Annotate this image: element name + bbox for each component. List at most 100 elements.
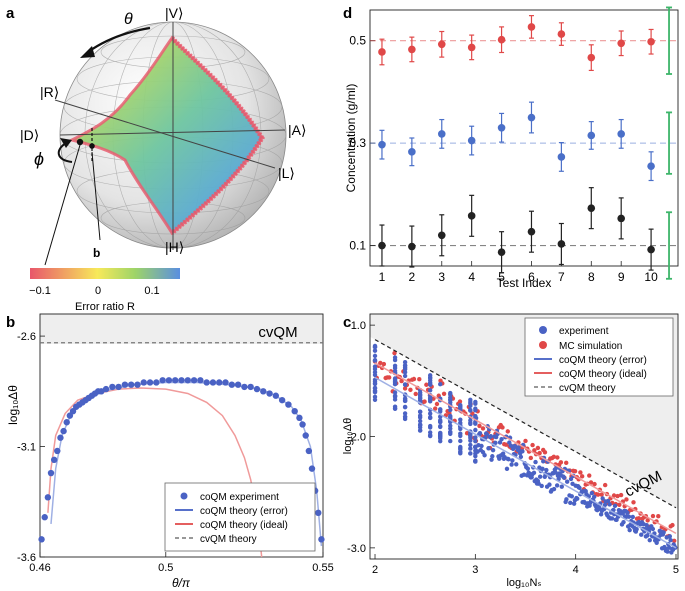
chart-c-mc-point (530, 442, 535, 448)
chart-d-point (527, 227, 536, 236)
bloch-sphere-panel: θ ϕ c b |V⟩ |H⟩ |R⟩ |L⟩ |D⟩ |A⟩ −0.1 0 0… (20, 5, 306, 313)
chart-b-xtick-label: 0.5 (158, 562, 173, 574)
chart-c-mc-point (413, 391, 418, 397)
chart-c-theory-ideal-line (374, 362, 677, 535)
chart-c-exp-point (510, 458, 515, 463)
chart-c-exp-point (668, 538, 673, 543)
chart-c-mc-point (480, 426, 486, 431)
chart-d-ytick-label: 0.5 (349, 34, 366, 48)
chart-c-exp-point (468, 442, 473, 448)
chart-b-exp-point (127, 381, 135, 388)
chart-d-xtick-label: 6 (528, 270, 535, 284)
chart-c-xlabel: log₁₀Nₛ (506, 577, 541, 589)
legend-b-box (164, 482, 316, 552)
chart-d-point (497, 248, 506, 256)
chart-c-exp-point (372, 372, 378, 378)
phi-label: ϕ (34, 149, 44, 169)
chart-c-exp-point (536, 481, 541, 486)
phi-arrow (57, 142, 73, 163)
chart-d-point (527, 113, 536, 122)
chart-c-exp-point (520, 449, 525, 454)
legend-c-error-label: coQM theory (error) (559, 355, 647, 366)
chart-c-exp-point (514, 462, 519, 467)
chart-c-mc-point (650, 513, 656, 519)
chart-c-exp-point (427, 415, 433, 421)
chart-c-exp-point (438, 381, 443, 387)
chart-c-mc-point (392, 350, 397, 356)
chart-d-ylabel: Concentration (g/ml) (344, 84, 358, 193)
chart-b-exp-point (140, 379, 147, 386)
chart-c-mc-point (399, 378, 404, 384)
chart-b-xtick-label: 0.46 (29, 562, 50, 574)
chart-b-exp-point (209, 379, 217, 386)
chart-b-ytick-label: -3.6 (17, 552, 36, 564)
pointer-c (44, 144, 81, 266)
chart-c-exp-point (568, 500, 573, 505)
chart-d-xtick-label: 5 (498, 270, 505, 284)
colorbar (30, 268, 180, 279)
chart-c-exp-point (402, 411, 408, 416)
chart-b-exp-point (266, 390, 273, 397)
chart-d-point (408, 148, 416, 156)
chart-c-mc-point (617, 502, 622, 507)
chart-c-exp-point (477, 430, 483, 436)
chart-c-exp-point (417, 409, 423, 415)
legend-c-mc-marker (539, 341, 547, 349)
chart-c-exp-point (448, 392, 453, 397)
chart-b-exp-point (66, 412, 74, 419)
chart-c-exp-point (564, 497, 569, 502)
chart-c-exp-point (531, 470, 537, 476)
chart-d-point (408, 242, 416, 251)
chart-c-exp-point (417, 422, 423, 428)
chart-c-exp-point (559, 484, 564, 489)
state-l-label: |L⟩ (278, 165, 295, 181)
legend-c-mc-label: MC simulation (559, 341, 622, 352)
chart-c-exp-point (605, 498, 611, 504)
chart-c-exp-point (427, 375, 433, 381)
legend-b-cvqm-label: cvQM theory (200, 534, 257, 545)
chart-b-exp-point (38, 536, 45, 543)
chart-c-exp-point (486, 446, 491, 451)
phi-arrow-head (60, 138, 72, 148)
chart-b-exp-point (115, 383, 122, 391)
chart-c-exp-point (540, 466, 545, 472)
chart-c-exp-point (602, 502, 608, 508)
chart-d-point (527, 23, 536, 31)
patch-red-edge-right (170, 36, 265, 235)
chart-c-exp-point (402, 365, 408, 370)
chart-c-exp-point (473, 427, 478, 433)
chart-d-frame (369, 9, 679, 267)
chart-c-mc-point (441, 391, 447, 396)
chart-c-mc-point (656, 514, 661, 519)
point-c-marker (76, 138, 84, 146)
chart-c-exp-point (473, 438, 478, 444)
chart-c-exp-point (372, 348, 378, 353)
chart-b-exp-point (302, 432, 309, 439)
chart-c-exp-point (402, 404, 408, 410)
chart-c-exp-point (634, 526, 639, 532)
chart-b-exp-point (50, 456, 58, 463)
chart-c-exp-point (372, 381, 378, 386)
chart-d-point (467, 212, 476, 220)
chart-c-exp-point (468, 433, 473, 438)
state-v-label: |V⟩ (165, 5, 183, 21)
chart-c-exp-point (500, 451, 506, 456)
chart-b-ylabel: log₁₀Δθ (6, 385, 20, 425)
chart-b-exp-point (172, 377, 179, 384)
chart-c-ytick-label: -1.0 (347, 320, 366, 332)
chart-c-exp-point (458, 445, 463, 451)
chart-c-exp-point (645, 533, 650, 538)
chart-c-mc-point (402, 386, 408, 391)
chart-c-exp-point (372, 385, 378, 391)
chart-c-exp-point (417, 428, 423, 433)
chart-c-mc-point (588, 480, 594, 485)
chart-c-exp-point (427, 388, 433, 393)
chart-d-xlabel: Test Index (497, 276, 552, 290)
chart-d-point (557, 240, 566, 248)
chart-b-theory-ideal-line (47, 387, 263, 558)
chart-c-exp-point (438, 407, 443, 412)
chart-b-exp-point (41, 514, 48, 521)
chart-b-exp-point (134, 381, 141, 388)
chart-c-mc-point (417, 376, 422, 382)
chart-b-exp-point (216, 379, 223, 386)
